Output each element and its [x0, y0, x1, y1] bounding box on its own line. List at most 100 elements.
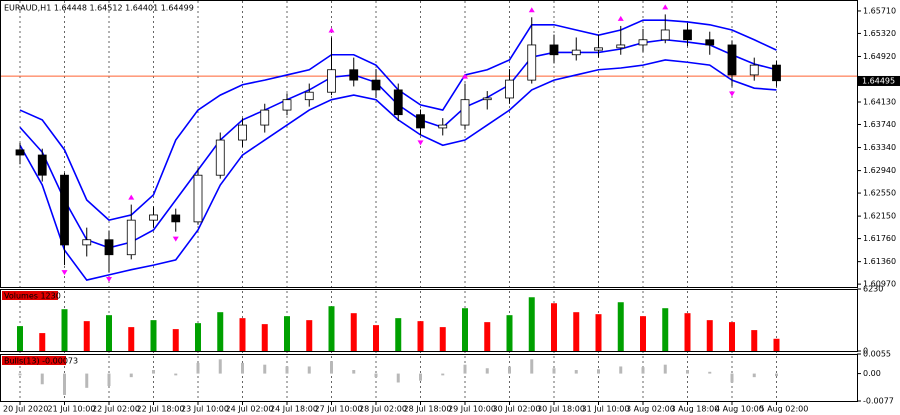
- fractal-down: [106, 277, 112, 283]
- y-tick-label: 1.61760: [863, 234, 896, 243]
- candle-body: [772, 64, 781, 82]
- chart-title: EURAUD,H1 1.64448 1.64512 1.64401 1.6449…: [4, 4, 194, 13]
- candle-body: [260, 109, 270, 126]
- volume-bar: [128, 327, 135, 351]
- x-tick-label: 28 Jul 18:00: [404, 405, 452, 414]
- volume-bar: [261, 324, 268, 351]
- oscillator-bar: [85, 373, 89, 388]
- oscillator-bar: [40, 373, 44, 385]
- volume-bar: [729, 322, 735, 351]
- oscillator-bar: [485, 368, 489, 374]
- y-tick-label: 1.61360: [863, 257, 896, 266]
- candle-body: [460, 99, 470, 126]
- volume-title-box: [2, 291, 58, 300]
- y-tick-label: 1.65320: [863, 29, 896, 38]
- x-tick-label: 22 Jul 02:00: [92, 405, 140, 414]
- x-tick-label: 4 Aug 10:00: [715, 405, 764, 414]
- y-tick-label: -0.0077: [863, 397, 894, 406]
- oscillator-bar: [307, 366, 311, 374]
- volume-bar: [39, 333, 46, 351]
- oscillator-bar: [196, 362, 200, 374]
- volume-bar: [17, 326, 23, 351]
- volume-bar: [773, 338, 780, 351]
- oscillator-bar: [708, 371, 712, 374]
- candle-body: [549, 44, 559, 56]
- volume-bar: [83, 321, 90, 351]
- oscillator-bar: [330, 361, 333, 374]
- oscillator-bar: [218, 359, 222, 374]
- y-tick-label: 6230: [863, 285, 883, 294]
- plot: 1.65710 1.65320 1.64920 1.64130 1.63740 1.633…: [1, 4, 900, 406]
- candle-body: [15, 149, 25, 156]
- candle-body: [126, 219, 136, 256]
- fractal-up: [528, 7, 535, 13]
- candle-body: [660, 29, 670, 41]
- volume-bar: [106, 315, 112, 351]
- candle-body: [683, 29, 692, 41]
- x-tick-label: 3 Aug 18:00: [671, 405, 720, 414]
- candle-body: [749, 64, 759, 76]
- volume-bar: [239, 318, 246, 351]
- x-tick-label: 30 Jul 18:00: [537, 405, 585, 414]
- fractal-down: [61, 270, 68, 276]
- volume-bar: [417, 321, 424, 351]
- candle-body: [60, 174, 69, 246]
- candle-body: [505, 79, 514, 99]
- oscillator-bar: [107, 373, 111, 387]
- volume-bar: [373, 325, 379, 351]
- y-tick-label: 1.63740: [863, 120, 896, 129]
- volume-bar: [306, 320, 313, 351]
- fractal-down: [172, 236, 179, 242]
- oscillator-bar: [129, 373, 133, 378]
- oscillator-bar: [552, 368, 556, 374]
- y-tick-label: 1.62150: [863, 212, 896, 221]
- fractal-down: [729, 91, 735, 97]
- volume-title: Volumes 1230: [4, 292, 61, 301]
- oscillator-bar: [730, 373, 734, 383]
- candle-body: [705, 39, 715, 46]
- volume-bar: [217, 312, 224, 351]
- x-tick-label: 20 Jul 2020: [3, 405, 48, 414]
- candle-body: [215, 139, 225, 176]
- candle-body: [327, 69, 336, 93]
- oscillator-bar: [241, 362, 244, 374]
- volume-bar: [150, 320, 157, 351]
- oscillator-bar: [263, 364, 267, 374]
- candle-body: [616, 44, 626, 49]
- oscillator-bar: [174, 373, 178, 376]
- candle-body: [171, 214, 181, 223]
- candle-body: [238, 124, 247, 141]
- oscillator-bar: [463, 364, 467, 374]
- volume-bar: [640, 316, 646, 351]
- oscillator-bar: [619, 366, 623, 374]
- y-tick-label: 1.60970: [863, 280, 896, 289]
- x-tick-label: 23 Jul 10:00: [181, 405, 229, 414]
- volume-bar: [751, 330, 758, 351]
- y-tick-label: 1.64920: [863, 52, 896, 61]
- oscillator-bar: [752, 373, 756, 378]
- volume-bar: [328, 306, 335, 351]
- volume-panel: [0, 289, 858, 352]
- volume-bar: [706, 320, 713, 351]
- volume-bar: [439, 327, 446, 351]
- volume-bar: [484, 322, 491, 351]
- y-tick-label: 0.00: [863, 369, 881, 378]
- candle-body: [37, 154, 47, 176]
- x-tick-label: 30 Jul 02:00: [493, 405, 541, 414]
- volume-bar: [506, 315, 513, 351]
- volume-bar: [462, 308, 468, 351]
- candle-body: [371, 79, 381, 91]
- oscillator-bar: [285, 366, 289, 374]
- oscillator-bar: [775, 373, 778, 377]
- oscillator-bar: [18, 373, 22, 376]
- y-tick-label: 1.63340: [863, 143, 896, 152]
- x-tick-label: 31 Jul 10:00: [582, 405, 630, 414]
- y-tick-label: 1.62940: [863, 166, 896, 175]
- oscillator-bar: [641, 367, 645, 374]
- x-tick-label: 5 Aug 02:00: [760, 405, 809, 414]
- y-tick-label: 1.65710: [863, 6, 896, 15]
- candle-body: [438, 124, 448, 129]
- oscillator-bar: [396, 373, 400, 383]
- x-tick-label: 3 Aug 02:00: [626, 405, 675, 414]
